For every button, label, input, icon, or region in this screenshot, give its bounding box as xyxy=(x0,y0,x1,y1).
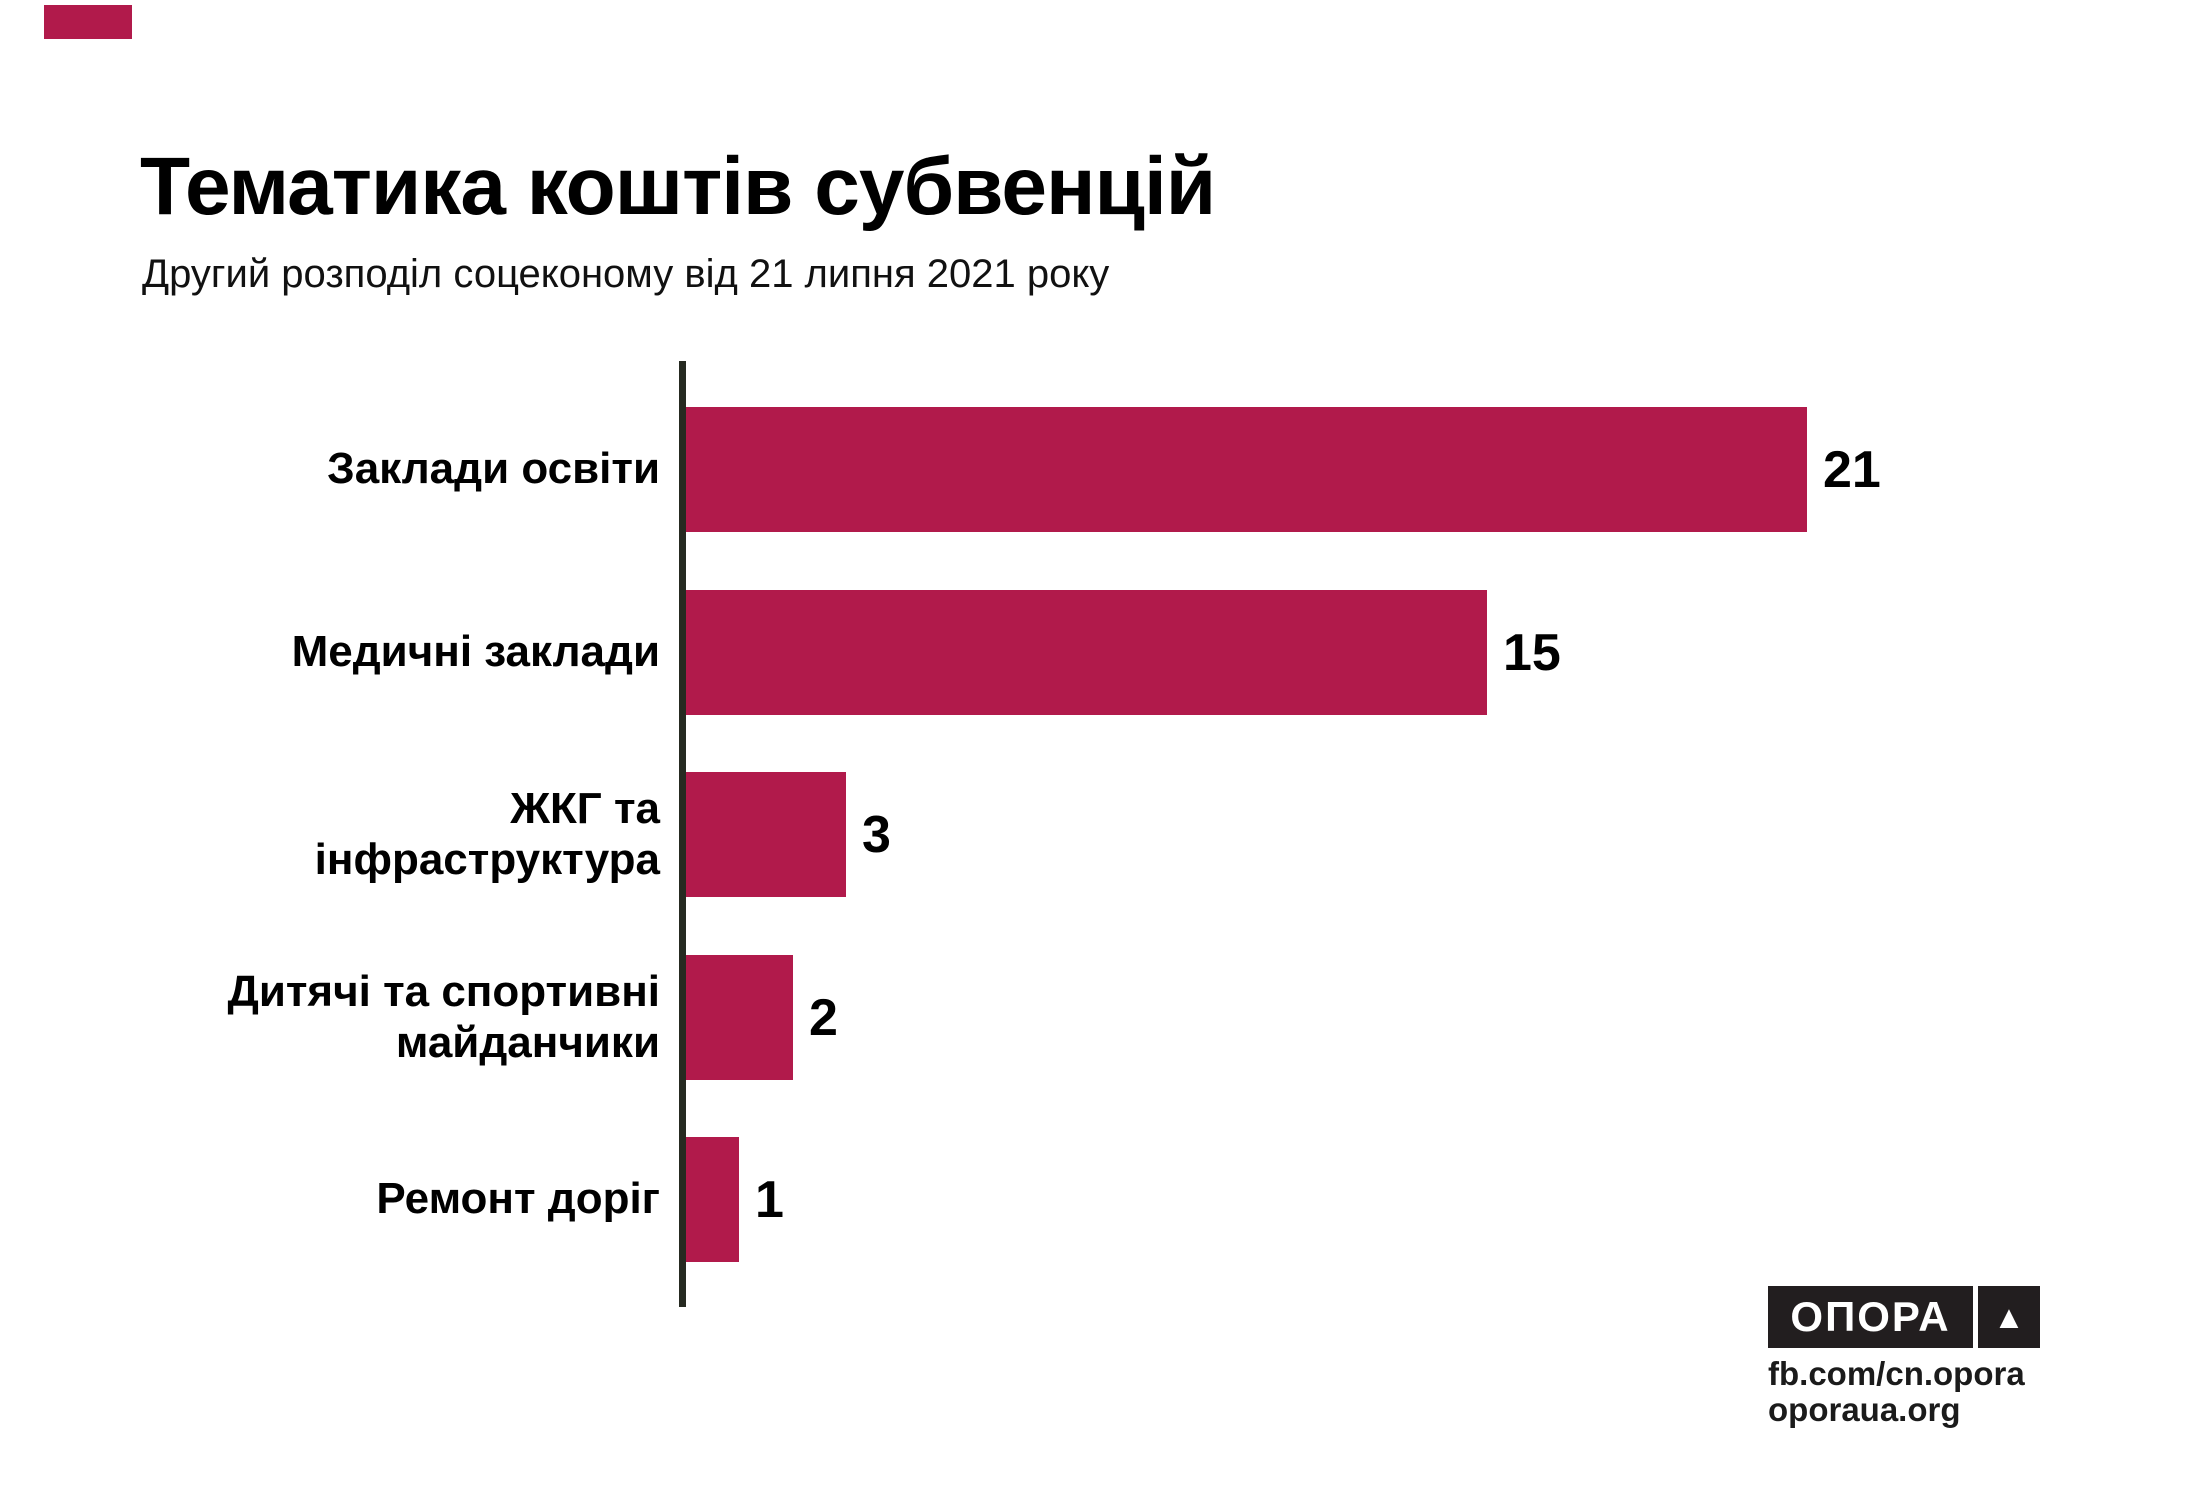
bar-value-label: 1 xyxy=(755,1170,784,1229)
opora-logo-text: ОПОРА xyxy=(1790,1293,1951,1340)
bar-value-label: 2 xyxy=(809,988,838,1047)
bar-category-label-line: Дитячі та спортивні xyxy=(227,967,660,1017)
opora-logo-mark: ▲ xyxy=(1978,1286,2040,1348)
bar-row: Ремонт доріг 1 xyxy=(0,1137,2200,1262)
corner-accent-rect xyxy=(44,5,132,39)
bar-row: Медичні заклади 15 xyxy=(0,590,2200,715)
bar-category-label: ЖКГ та інфраструктура xyxy=(100,772,660,897)
opora-logo: ОПОРА ▲ xyxy=(1768,1286,2040,1348)
page-subtitle: Другий розподіл соцеконому від 21 липня … xyxy=(142,252,1110,296)
bar-value-label: 3 xyxy=(862,805,891,864)
branding-urls: fb.com/cn.opora oporaua.org xyxy=(1768,1356,2025,1428)
page-title: Тематика коштів субвенцій xyxy=(140,141,1216,232)
bar-value-label: 21 xyxy=(1823,440,1881,499)
facebook-url-text: fb.com/cn.opora xyxy=(1768,1355,2025,1392)
bar-category-label-line: інфраструктура xyxy=(314,834,660,884)
bar-category-label-line: майданчики xyxy=(395,1017,660,1067)
bar-value-label: 15 xyxy=(1503,623,1561,682)
bar-row: Заклади освіти 21 xyxy=(0,407,2200,532)
bar-category-label: Заклади освіти xyxy=(100,407,660,532)
bar-row: Дитячі та спортивні майданчики 2 xyxy=(0,955,2200,1080)
bar-category-label-line: Ремонт доріг xyxy=(376,1174,660,1224)
bar-row: ЖКГ та інфраструктура 3 xyxy=(0,772,2200,897)
bar-rect xyxy=(686,1137,739,1262)
bar-category-label: Медичні заклади xyxy=(100,590,660,715)
bar-category-label-line: Медичні заклади xyxy=(291,627,660,677)
bar-category-label-line: Заклади освіти xyxy=(327,444,660,494)
website-url-text: oporaua.org xyxy=(1768,1391,1961,1428)
bar-rect xyxy=(686,772,846,897)
y-axis-line xyxy=(679,361,686,1307)
opora-logo-wordmark: ОПОРА xyxy=(1768,1286,1973,1348)
bar-rect xyxy=(686,407,1807,532)
bar-rect xyxy=(686,590,1487,715)
bar-category-label: Дитячі та спортивні майданчики xyxy=(100,955,660,1080)
triangle-up-icon: ▲ xyxy=(1993,1299,2025,1335)
bar-category-label-line: ЖКГ та xyxy=(510,784,660,834)
bar-rect xyxy=(686,955,793,1080)
bar-category-label: Ремонт доріг xyxy=(100,1137,660,1262)
